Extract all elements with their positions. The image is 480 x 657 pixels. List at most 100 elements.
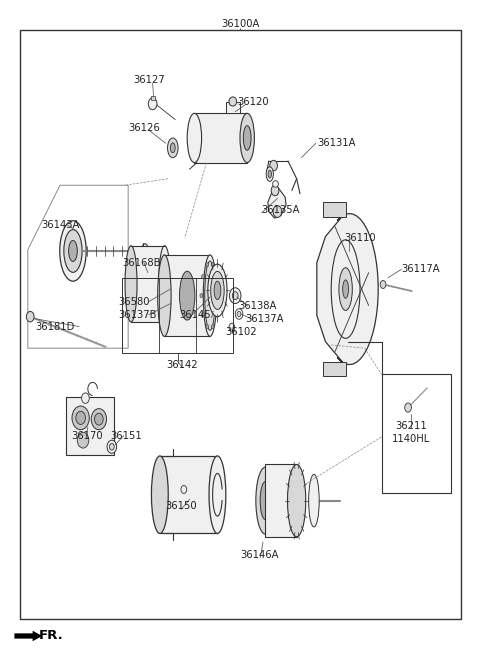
Circle shape — [216, 275, 218, 279]
Ellipse shape — [214, 281, 221, 300]
Circle shape — [77, 432, 89, 448]
Text: 36142: 36142 — [167, 359, 198, 370]
Text: 36110: 36110 — [345, 233, 376, 243]
Circle shape — [211, 325, 214, 328]
Bar — [265, 464, 297, 537]
Bar — [160, 456, 217, 533]
Circle shape — [405, 403, 411, 412]
Ellipse shape — [266, 167, 274, 181]
Bar — [20, 30, 461, 619]
Ellipse shape — [343, 280, 348, 298]
Circle shape — [217, 294, 220, 298]
Ellipse shape — [209, 456, 226, 533]
Text: 36126: 36126 — [128, 123, 160, 133]
Circle shape — [206, 325, 209, 328]
Text: 36120: 36120 — [238, 97, 269, 107]
Text: 36127: 36127 — [133, 75, 165, 85]
Circle shape — [91, 409, 107, 430]
Circle shape — [109, 443, 114, 450]
Circle shape — [82, 393, 89, 403]
Ellipse shape — [60, 221, 86, 281]
Text: FR.: FR. — [38, 629, 63, 643]
Text: 36211: 36211 — [395, 420, 427, 431]
Polygon shape — [14, 631, 42, 641]
Ellipse shape — [288, 464, 306, 537]
Circle shape — [95, 413, 103, 425]
Ellipse shape — [243, 125, 251, 150]
Ellipse shape — [160, 256, 169, 313]
Ellipse shape — [273, 181, 278, 187]
Circle shape — [229, 323, 235, 331]
Ellipse shape — [168, 138, 178, 158]
Circle shape — [72, 406, 89, 430]
Polygon shape — [268, 185, 286, 218]
Ellipse shape — [309, 474, 319, 527]
Text: 36146A: 36146A — [240, 550, 278, 560]
Text: 36137B: 36137B — [118, 309, 156, 320]
Polygon shape — [317, 214, 378, 365]
Text: 36168B: 36168B — [122, 258, 161, 268]
Ellipse shape — [142, 244, 148, 258]
Ellipse shape — [162, 269, 167, 299]
Text: 36170: 36170 — [71, 430, 103, 441]
Circle shape — [229, 288, 241, 304]
Ellipse shape — [64, 230, 82, 273]
Ellipse shape — [158, 246, 171, 322]
Ellipse shape — [229, 97, 237, 106]
Bar — [194, 113, 247, 162]
Text: 36580: 36580 — [118, 296, 150, 307]
Ellipse shape — [187, 113, 202, 163]
Text: 36117A: 36117A — [401, 264, 440, 275]
Bar — [66, 397, 114, 455]
Circle shape — [211, 263, 214, 267]
Circle shape — [216, 313, 218, 317]
Circle shape — [26, 311, 34, 322]
Bar — [151, 96, 155, 100]
Ellipse shape — [204, 255, 217, 336]
Circle shape — [380, 281, 386, 288]
Bar — [226, 101, 240, 113]
Circle shape — [202, 313, 204, 317]
Circle shape — [271, 185, 279, 196]
Bar — [323, 362, 346, 376]
Ellipse shape — [211, 271, 224, 309]
Text: 36143A: 36143A — [41, 219, 79, 230]
Circle shape — [232, 292, 238, 300]
Circle shape — [273, 206, 282, 217]
Ellipse shape — [69, 240, 77, 261]
Circle shape — [181, 486, 187, 493]
Bar — [382, 374, 451, 493]
Circle shape — [202, 275, 204, 279]
Ellipse shape — [170, 143, 175, 153]
Circle shape — [200, 294, 203, 298]
Text: 36131A: 36131A — [317, 138, 355, 148]
Ellipse shape — [157, 255, 171, 336]
Circle shape — [237, 311, 241, 317]
Ellipse shape — [125, 246, 137, 322]
Ellipse shape — [180, 271, 195, 320]
Text: 36151: 36151 — [110, 430, 142, 441]
Bar — [122, 278, 233, 353]
Text: 36138A: 36138A — [238, 301, 276, 311]
Bar — [131, 246, 165, 322]
Text: 1140HL: 1140HL — [392, 434, 430, 444]
Circle shape — [206, 263, 209, 267]
Ellipse shape — [339, 268, 352, 311]
Ellipse shape — [152, 456, 168, 533]
Ellipse shape — [256, 467, 275, 534]
Circle shape — [148, 98, 157, 110]
Circle shape — [76, 411, 85, 424]
Ellipse shape — [260, 482, 271, 520]
Text: 36145: 36145 — [180, 309, 211, 320]
Ellipse shape — [240, 113, 254, 163]
Text: 36137A: 36137A — [245, 314, 283, 325]
Ellipse shape — [208, 264, 227, 317]
Bar — [164, 255, 210, 336]
Circle shape — [270, 160, 277, 171]
Ellipse shape — [268, 170, 272, 178]
Bar — [323, 202, 346, 217]
Text: 36135A: 36135A — [262, 205, 300, 215]
Circle shape — [107, 440, 117, 453]
Circle shape — [235, 309, 243, 319]
Text: 36181D: 36181D — [35, 321, 74, 332]
